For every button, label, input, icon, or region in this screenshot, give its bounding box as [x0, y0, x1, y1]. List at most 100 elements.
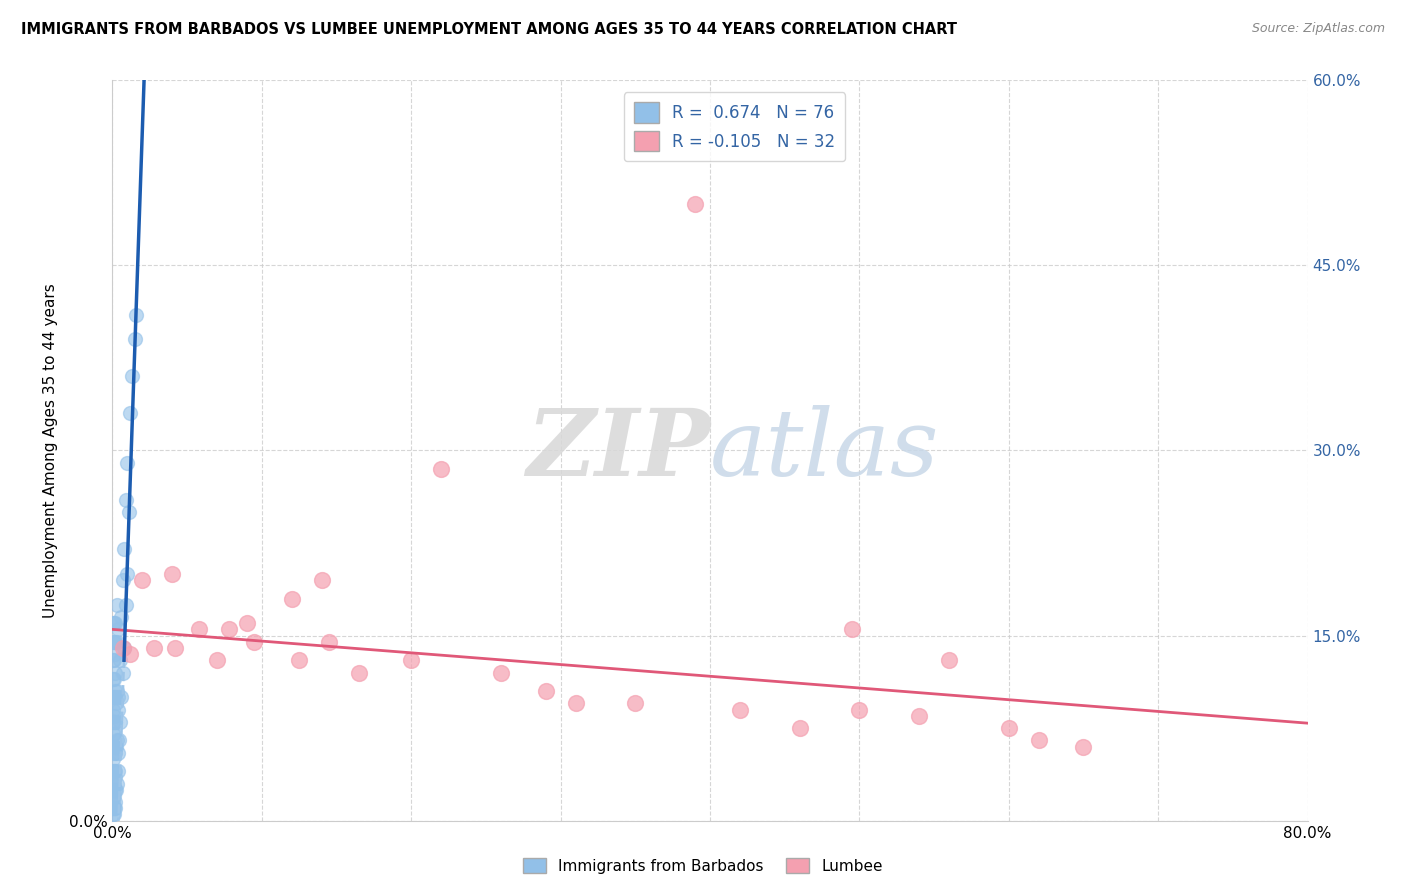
Point — [103, 789, 125, 803]
Point — [103, 634, 125, 648]
Point — [103, 672, 125, 686]
Point — [115, 598, 138, 612]
Point — [318, 634, 340, 648]
Point — [103, 801, 125, 815]
Point — [103, 764, 125, 779]
Point — [120, 647, 142, 661]
Point — [105, 684, 128, 698]
Point — [103, 703, 125, 717]
Legend: R =  0.674   N = 76, R = -0.105   N = 32: R = 0.674 N = 76, R = -0.105 N = 32 — [624, 92, 845, 161]
Point — [104, 746, 127, 760]
Point — [143, 640, 166, 655]
Point — [683, 196, 706, 211]
Point — [114, 640, 135, 655]
Point — [124, 332, 146, 346]
Point — [110, 610, 132, 624]
Point — [103, 764, 125, 779]
Point — [103, 782, 125, 797]
Point — [105, 697, 128, 711]
Point — [1073, 739, 1095, 754]
Point — [103, 708, 125, 723]
Point — [103, 795, 125, 809]
Point — [728, 703, 751, 717]
Point — [236, 616, 259, 631]
Point — [908, 708, 931, 723]
Point — [107, 703, 129, 717]
Point — [107, 764, 129, 779]
Point — [103, 634, 125, 648]
Point — [938, 653, 960, 667]
Point — [103, 746, 125, 760]
Point — [103, 807, 125, 822]
Point — [564, 697, 586, 711]
Point — [188, 623, 211, 637]
Point — [125, 308, 148, 322]
Point — [111, 573, 134, 587]
Point — [430, 462, 453, 476]
Point — [789, 721, 811, 735]
Point — [107, 746, 129, 760]
Point — [103, 616, 125, 631]
Point — [841, 623, 863, 637]
Point — [104, 616, 127, 631]
Point — [162, 566, 183, 581]
Point — [103, 776, 125, 791]
Point — [848, 703, 870, 717]
Point — [103, 752, 125, 766]
Point — [281, 591, 304, 606]
Point — [104, 782, 127, 797]
Point — [115, 492, 138, 507]
Point — [120, 407, 142, 421]
Point — [103, 727, 125, 741]
Point — [103, 690, 125, 705]
Point — [111, 665, 134, 680]
Point — [104, 634, 127, 648]
Point — [108, 733, 131, 747]
Point — [218, 623, 240, 637]
Point — [103, 801, 125, 815]
Point — [107, 623, 129, 637]
Point — [108, 653, 131, 667]
Point — [103, 616, 125, 631]
Point — [104, 684, 127, 698]
Point — [114, 542, 135, 557]
Point — [104, 764, 127, 779]
Point — [104, 795, 127, 809]
Point — [103, 714, 125, 729]
Point — [103, 739, 125, 754]
Point — [104, 665, 127, 680]
Text: Source: ZipAtlas.com: Source: ZipAtlas.com — [1251, 22, 1385, 36]
Point — [489, 665, 512, 680]
Point — [165, 640, 187, 655]
Point — [103, 653, 125, 667]
Point — [401, 653, 423, 667]
Text: ZIP: ZIP — [526, 406, 710, 495]
Point — [121, 369, 143, 384]
Point — [117, 456, 139, 470]
Point — [105, 598, 128, 612]
Point — [104, 714, 127, 729]
Point — [103, 807, 125, 822]
Point — [534, 684, 557, 698]
Point — [104, 739, 127, 754]
Point — [107, 690, 129, 705]
Point — [347, 665, 370, 680]
Legend: Immigrants from Barbados, Lumbee: Immigrants from Barbados, Lumbee — [517, 852, 889, 880]
Point — [118, 505, 141, 519]
Point — [104, 690, 127, 705]
Point — [103, 690, 125, 705]
Point — [104, 714, 127, 729]
Point — [103, 672, 125, 686]
Y-axis label: Unemployment Among Ages 35 to 44 years: Unemployment Among Ages 35 to 44 years — [42, 283, 58, 618]
Point — [1028, 733, 1050, 747]
Point — [104, 771, 127, 785]
Point — [103, 789, 125, 803]
Point — [103, 727, 125, 741]
Point — [103, 653, 125, 667]
Point — [105, 733, 128, 747]
Point — [103, 776, 125, 791]
Point — [131, 573, 153, 587]
Point — [110, 690, 132, 705]
Point — [998, 721, 1021, 735]
Point — [243, 634, 266, 648]
